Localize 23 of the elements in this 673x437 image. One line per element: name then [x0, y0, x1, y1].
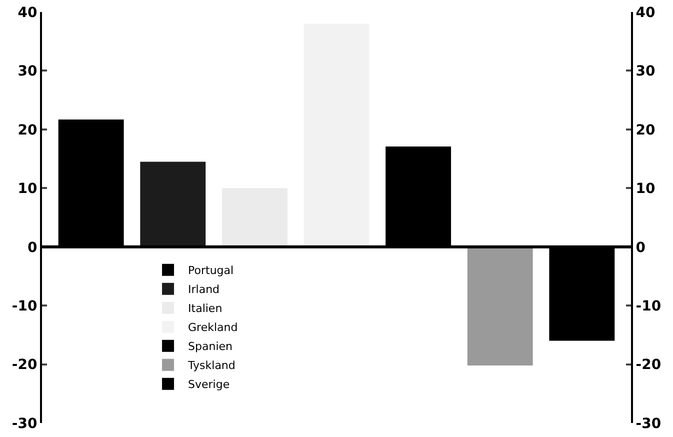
y-tick-label: 0 [27, 240, 38, 256]
y2-tick-label: 40 [636, 4, 656, 21]
y-tick-label: -20 [12, 357, 38, 374]
legend-label: Tyskland [187, 359, 236, 372]
y-tick-label: 40 [18, 4, 38, 21]
y2-tick-label: 10 [636, 181, 656, 198]
y2-tick-label: -20 [636, 357, 662, 374]
y2-tick-label: 20 [636, 122, 656, 138]
legend-label: Spanien [188, 340, 233, 354]
y-tick-label: -30 [12, 416, 38, 432]
y-tick-label: 30 [18, 64, 38, 80]
legend-label: Italien [188, 302, 222, 316]
legend-label: Portugal [188, 264, 234, 278]
legend-label: Sverige [188, 378, 230, 392]
y-tick-label: 20 [18, 122, 38, 138]
y2-tick-label: -10 [636, 298, 662, 314]
y2-tick-label: 0 [636, 240, 646, 256]
y-tick-label: 10 [18, 181, 38, 198]
legend-label: Grekland [188, 321, 238, 334]
y-tick-label: -10 [12, 298, 38, 314]
y2-tick-label: 30 [636, 64, 656, 80]
y2-tick-label: -30 [636, 416, 662, 432]
legend-label: Irland [188, 283, 220, 296]
